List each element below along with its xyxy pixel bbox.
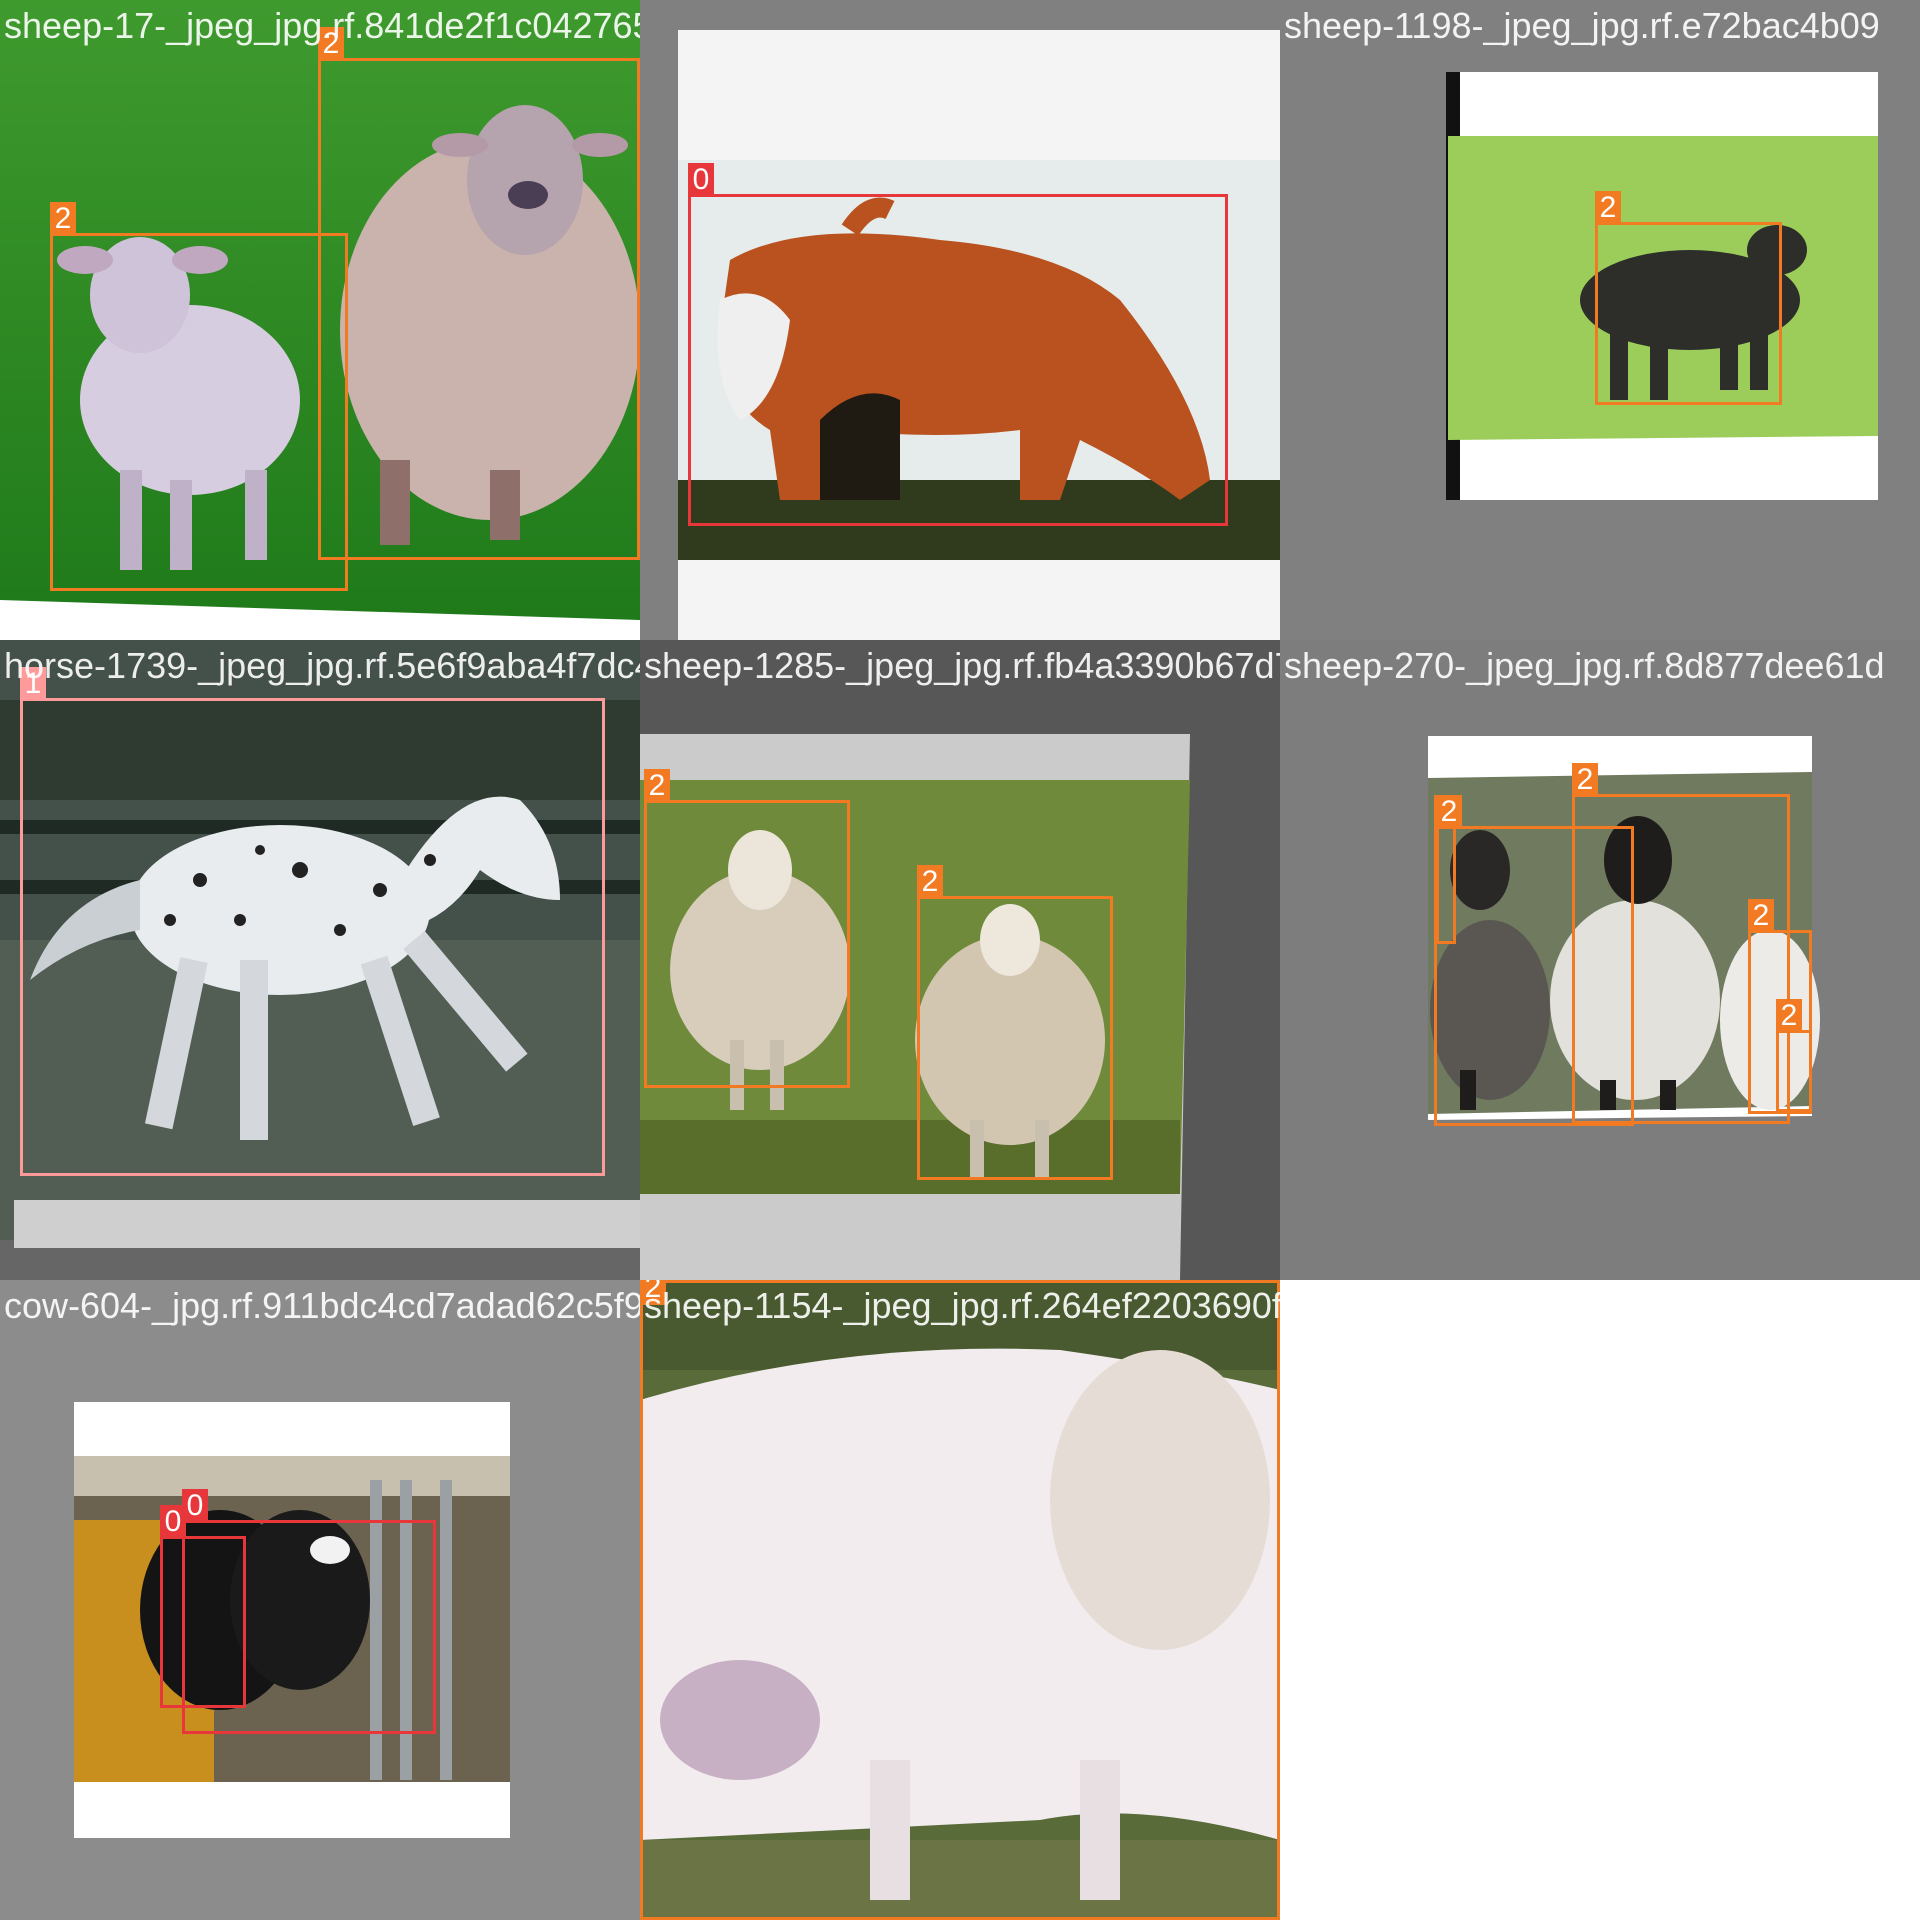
- bbox-cow-right[interactable]: 0: [182, 1489, 436, 1734]
- bbox-white-sheep[interactable]: 2: [640, 1280, 1280, 1920]
- class-label: 0: [160, 1505, 186, 1539]
- class-label: 2: [318, 27, 344, 61]
- bbox-sheep-d[interactable]: 2: [1748, 899, 1812, 1114]
- cow-723-image: [640, 0, 1280, 640]
- bbox-lamb[interactable]: 2: [50, 202, 348, 591]
- bbox-sheep-b[interactable]: 2: [1572, 763, 1790, 1124]
- empty-tile: [1280, 1280, 1920, 1920]
- sheep-1285-image: [640, 640, 1280, 1280]
- tile-sheep-270[interactable]: 2 2 2 2 2 sheep-270-_jpeg_jpg.rf.8d877de…: [1280, 640, 1920, 1280]
- class-label: 2: [1436, 795, 1462, 829]
- tile-sheep-1198[interactable]: 2 sheep-1198-_jpeg_jpg.rf.e72bac4b09: [1280, 0, 1920, 640]
- class-label: 1: [20, 667, 46, 701]
- sheep-270-image: [1280, 640, 1920, 1280]
- bbox-cow[interactable]: 0: [688, 163, 1228, 526]
- class-label: 0: [688, 163, 714, 197]
- class-label: 2: [917, 865, 943, 899]
- class-label: 2: [50, 202, 76, 236]
- bbox-horse[interactable]: 1: [20, 667, 605, 1176]
- bbox-sheep-c[interactable]: 2: [1436, 795, 1462, 944]
- class-label: 2: [644, 769, 670, 803]
- tile-sheep-17[interactable]: 2 2 sheep-17-_jpeg_jpg.rf.841de2f1c04276…: [0, 0, 640, 640]
- bbox-sheep-right[interactable]: 2: [917, 865, 1113, 1180]
- class-label: 0: [182, 1489, 208, 1523]
- class-label: 2: [1572, 763, 1598, 797]
- class-label: 2: [1776, 999, 1802, 1033]
- tile-cow-604[interactable]: 0 0 cow-604-_jpg.rf.911bdc4cd7adad62c5f9…: [0, 1280, 640, 1920]
- bbox-big-sheep[interactable]: 2: [318, 27, 640, 560]
- class-label: 2: [640, 1280, 666, 1305]
- bbox-black-sheep[interactable]: 2: [1595, 191, 1782, 405]
- tile-sheep-1285[interactable]: 2 2 sheep-1285-_jpeg_jpg.rf.fb4a3390b67d…: [640, 640, 1280, 1280]
- tile-sheep-1154[interactable]: 2 sheep-1154-_jpeg_jpg.rf.264ef2203690f3…: [640, 1280, 1280, 1920]
- bbox-cow-left[interactable]: 0: [160, 1505, 246, 1708]
- bbox-sheep-left[interactable]: 2: [644, 769, 850, 1088]
- sheep-1198-image: [1280, 0, 1920, 640]
- bbox-sheep-e[interactable]: 2: [1776, 999, 1812, 1112]
- tile-cow-723[interactable]: 0: [640, 0, 1280, 640]
- sheep-1154-image: [640, 1280, 1280, 1920]
- class-label: 2: [1595, 191, 1621, 225]
- cow-604-image: [0, 1280, 640, 1920]
- tile-horse-1739[interactable]: 1 horse-1739-_jpeg_jpg.rf.5e6f9aba4f7dc4…: [0, 640, 640, 1280]
- horse-1739-image: [0, 640, 640, 1280]
- class-label: 2: [1748, 899, 1774, 933]
